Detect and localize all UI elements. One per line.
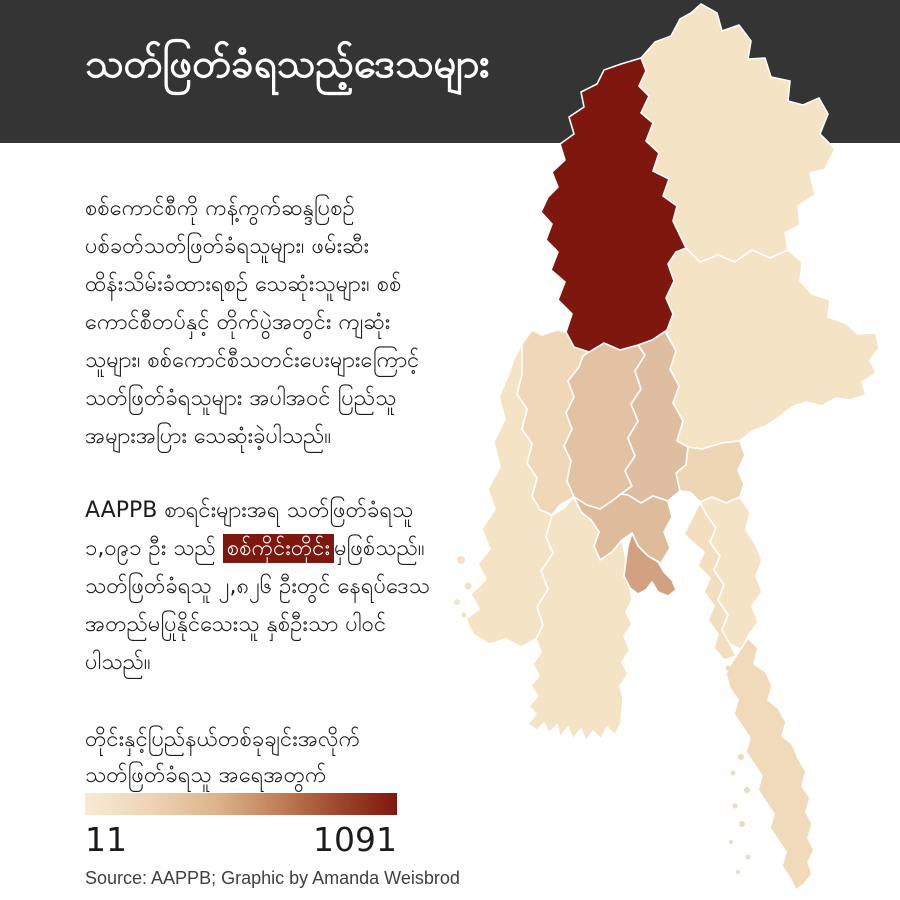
region-kayin xyxy=(699,496,763,651)
island xyxy=(725,665,731,671)
island xyxy=(739,821,745,827)
region-shan xyxy=(660,247,880,450)
legend-scale: 11 1091 xyxy=(85,820,397,859)
island xyxy=(732,803,738,809)
para2-line2-post: မှဖြစ်သည်။ xyxy=(334,536,425,561)
para1-line2: ပစ်ခတ်သတ်ဖြတ်ခံရသူများ၊ ဖမ်းဆီး xyxy=(85,234,370,259)
legend-gradient-bar xyxy=(85,793,397,815)
island xyxy=(729,840,733,844)
para2-line3: သတ်ဖြတ်ခံရသူ ၂,၈၂၆ ဦးတွင် နေရပ်ဒေသ xyxy=(85,574,430,599)
region-yangon xyxy=(623,532,677,597)
myanmar-map-svg xyxy=(454,3,880,891)
para2-line1: AAPPB စာရင်းများအရ သတ်ဖြတ်ခံရသူ xyxy=(85,498,414,523)
legend-label-line1: တိုင်းနှင့်ပြည်နယ်တစ်ခုချင်းအလိုက် xyxy=(85,727,361,752)
paragraph-1: စစ်ကောင်စီကို ကန့်ကွက်ဆန္ဒပြစဉ် ပစ်ခတ်သတ… xyxy=(85,190,470,456)
myanmar-map xyxy=(450,0,900,900)
para2-line2: ၁,၀၉၁ ဦး သည် စစ်ကိုင်းတိုင်း မှဖြစ်သည်။ xyxy=(85,530,470,568)
para1-line4: ကောင်စီတပ်နှင့် တိုက်ပွဲအတွင်း ကျဆုံး xyxy=(85,310,391,335)
legend-min-value: 11 xyxy=(85,820,127,859)
region-rakhine xyxy=(465,343,554,648)
legend-label: တိုင်းနှင့်ပြည်နယ်တစ်ခုချင်းအလိုက် သတ်ဖြ… xyxy=(85,722,470,794)
para2-line2-pre: ၁,၀၉၁ ဦး သည် xyxy=(85,536,223,561)
islet xyxy=(461,612,467,618)
islet xyxy=(464,582,472,590)
island xyxy=(730,770,736,776)
page-title: သတ်ဖြတ်ခံရသည့်ဒေသများ xyxy=(85,41,490,87)
legend-label-line2: သတ်ဖြတ်ခံရသူ အရေအတွက် xyxy=(85,763,327,788)
para1-line6: သတ်ဖြတ်ခံရသူများ အပါအဝင် ပြည်သူ xyxy=(85,386,397,411)
para1-line3: ထိန်းသိမ်းခံထားရစဉ် သေဆုံးသူများ၊ စစ် xyxy=(85,272,402,297)
region-ayeyarwady xyxy=(527,496,633,742)
para1-line5: သူများ၊ စစ်ကောင်စီသတင်းပေးများကြောင့် xyxy=(85,348,420,373)
source-credit: Source: AAPPB; Graphic by Amanda Weisbro… xyxy=(85,868,460,888)
sagaing-highlight: စစ်ကိုင်းတိုင်း xyxy=(222,534,335,563)
para2-line5: ပါသည်။ xyxy=(85,650,151,675)
para2-line4: အတည်မပြုနိုင်သေးသူ နှစ်ဦးသာ ပါဝင် xyxy=(85,612,387,637)
paragraph-2: AAPPB စာရင်းများအရ သတ်ဖြတ်ခံရသူ ၁,၀၉၁ ဦး… xyxy=(85,492,470,682)
legend-max-value: 1091 xyxy=(313,820,397,859)
para1-line7: အများအပြား သေဆုံးခဲ့ပါသည်။ xyxy=(85,424,332,449)
island xyxy=(736,870,740,874)
island xyxy=(744,787,750,793)
islet xyxy=(457,556,465,564)
rakhine-islets xyxy=(454,556,472,618)
region-sagaing xyxy=(540,57,687,353)
region-tanintharyi xyxy=(725,637,815,891)
island xyxy=(745,854,751,860)
para1-line1: စစ်ကောင်စီကို ကန့်ကွက်ဆန္ဒပြစဉ် xyxy=(85,196,355,221)
island xyxy=(738,754,744,760)
region-bago xyxy=(573,493,673,564)
tanintharyi-islands xyxy=(725,665,751,874)
islet xyxy=(454,599,460,605)
